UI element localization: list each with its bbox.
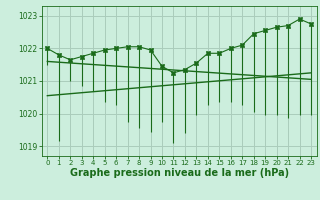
X-axis label: Graphe pression niveau de la mer (hPa): Graphe pression niveau de la mer (hPa) — [70, 168, 289, 178]
